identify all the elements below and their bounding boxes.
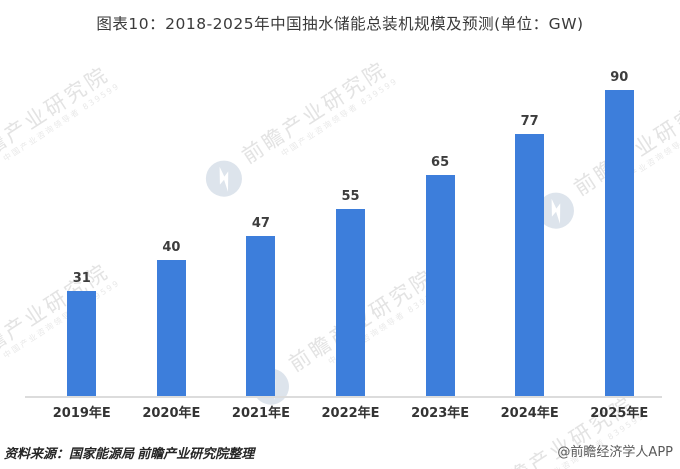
bar-value-label: 65 xyxy=(431,155,450,170)
bar-value-label: 40 xyxy=(162,240,181,255)
bar xyxy=(246,236,276,396)
x-axis-line xyxy=(25,396,662,398)
source-note: 资料来源：国家能源局 前瞻产业研究院整理 xyxy=(4,446,255,461)
bar-value-label: 90 xyxy=(610,70,629,85)
credit-note: @前瞻经济学人APP xyxy=(557,445,673,460)
bar-column: 40 xyxy=(127,60,217,396)
x-axis-label: 2019年E xyxy=(52,406,111,421)
x-axis-label: 2020年E xyxy=(142,406,201,421)
x-axis-labels: 2019年E 2020年E 2021年E 2022年E 2023年E 2024年E 2025… xyxy=(37,402,664,421)
bar-column: 77 xyxy=(485,60,575,396)
bar-value-label: 47 xyxy=(251,216,270,232)
chart-title: 图表10：2018-2025年中国抽水储能总装机规模及预测(单位：GW) xyxy=(96,15,584,33)
x-axis-label: 2025年E xyxy=(590,406,649,421)
bar-column: 31 xyxy=(37,60,127,396)
x-axis-label: 2023年E xyxy=(411,406,470,421)
bar-column: 65 xyxy=(395,60,485,396)
x-axis-label: 2024年E xyxy=(500,406,559,421)
plot-area: 31 40 47 55 65 77 90 xyxy=(37,60,664,396)
bar xyxy=(67,290,97,396)
bar xyxy=(425,175,455,396)
x-axis-label: 2022年E xyxy=(321,406,380,421)
bar-value-label: 77 xyxy=(520,114,539,130)
bar xyxy=(156,260,186,396)
bar xyxy=(604,90,634,396)
bar xyxy=(336,209,366,396)
bar-column: 90 xyxy=(574,60,664,396)
bar-value-label: 55 xyxy=(341,189,360,204)
bar-value-label: 31 xyxy=(72,270,91,286)
x-axis-label: 2021年E xyxy=(231,406,290,421)
bar xyxy=(515,134,545,396)
bar-column: 55 xyxy=(306,60,396,396)
bar-column: 47 xyxy=(216,60,306,396)
